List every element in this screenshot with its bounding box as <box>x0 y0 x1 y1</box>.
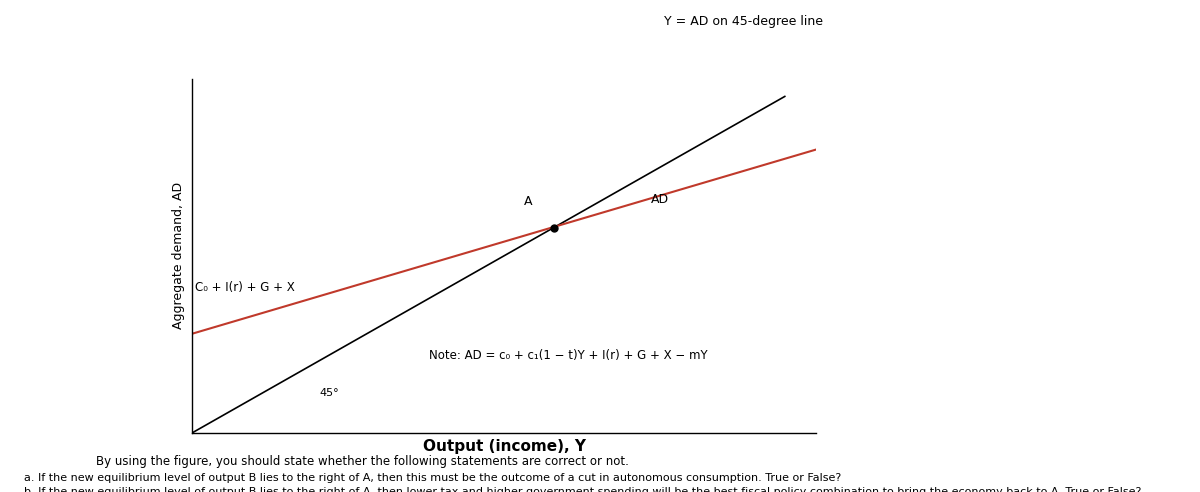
Text: C₀ + I(r) + G + X: C₀ + I(r) + G + X <box>196 281 295 294</box>
X-axis label: Output (income), Y: Output (income), Y <box>422 438 586 454</box>
Text: Note: AD = c₀ + c₁(1 − t)Y + I(r) + G + X − mY: Note: AD = c₀ + c₁(1 − t)Y + I(r) + G + … <box>430 348 708 362</box>
Text: By using the figure, you should state whether the following statements are corre: By using the figure, you should state wh… <box>96 455 629 468</box>
Text: a. If the new equilibrium level of output B lies to the right of A, then this mu: a. If the new equilibrium level of outpu… <box>24 473 841 483</box>
Text: A: A <box>523 195 532 208</box>
Text: 45°: 45° <box>320 388 340 398</box>
Text: Y = AD on 45-degree line: Y = AD on 45-degree line <box>665 15 823 28</box>
Text: AD: AD <box>650 193 668 206</box>
Y-axis label: Aggregate demand, AD: Aggregate demand, AD <box>172 182 185 330</box>
Text: b. If the new equilibrium level of output B lies to the right of A, then lower t: b. If the new equilibrium level of outpu… <box>24 487 1141 492</box>
